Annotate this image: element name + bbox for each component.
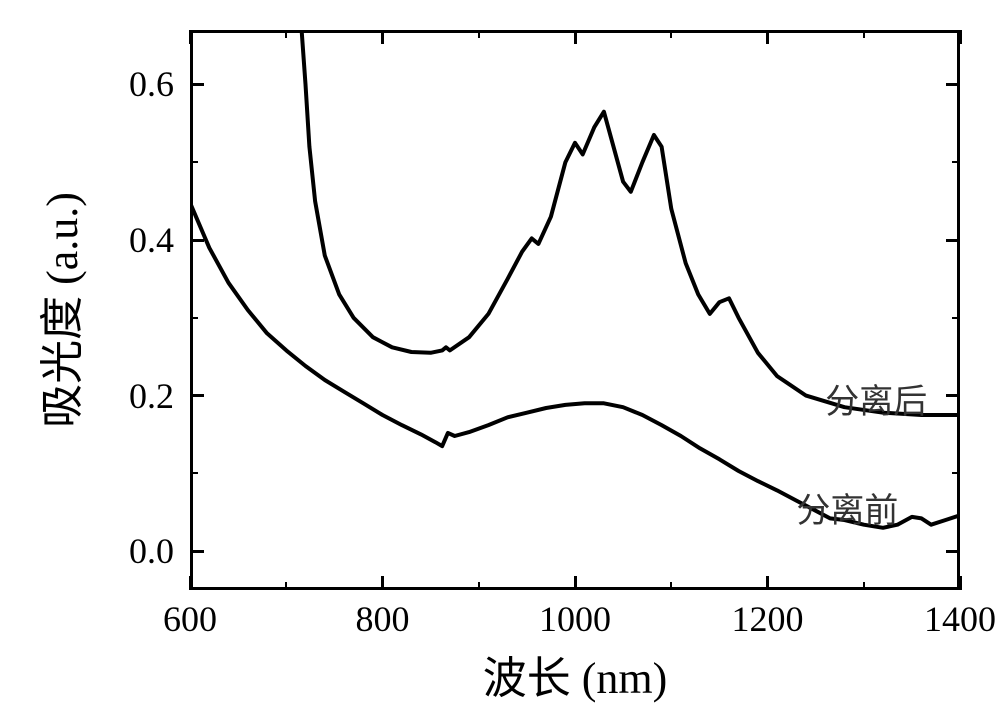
- y-tick: [946, 550, 960, 553]
- series-label-分离后: 分离后: [825, 374, 927, 423]
- x-tick: [670, 582, 672, 590]
- x-tick: [189, 576, 192, 590]
- x-tick: [381, 576, 384, 590]
- y-tick: [190, 550, 204, 553]
- y-tick-label: 0.0: [0, 530, 174, 572]
- x-tick: [766, 30, 769, 44]
- x-tick: [478, 30, 480, 38]
- x-tick: [670, 30, 672, 38]
- x-tick: [285, 582, 287, 590]
- x-tick: [478, 582, 480, 590]
- y-tick: [952, 161, 960, 163]
- y-tick: [190, 472, 198, 474]
- x-tick: [574, 30, 577, 44]
- y-tick: [190, 161, 198, 163]
- y-tick: [190, 317, 198, 319]
- x-tick: [381, 30, 384, 44]
- series-label-分离前: 分离前: [796, 483, 898, 532]
- y-tick-label: 0.6: [0, 63, 174, 105]
- x-tick: [285, 30, 287, 38]
- x-tick-label: 1000: [539, 598, 611, 640]
- x-tick-label: 1200: [732, 598, 804, 640]
- x-tick: [574, 576, 577, 590]
- x-tick: [863, 30, 865, 38]
- y-tick: [946, 394, 960, 397]
- y-tick: [190, 83, 204, 86]
- y-axis-title: 吸光度 (a.u.): [26, 192, 90, 428]
- series-分离后: [302, 30, 960, 415]
- x-tick: [863, 582, 865, 590]
- x-tick: [959, 30, 962, 44]
- x-tick: [189, 30, 192, 44]
- x-tick: [766, 576, 769, 590]
- y-tick: [190, 394, 204, 397]
- y-tick: [946, 83, 960, 86]
- y-tick: [952, 317, 960, 319]
- x-tick: [959, 576, 962, 590]
- y-tick: [946, 239, 960, 242]
- x-tick-label: 800: [356, 598, 410, 640]
- x-tick-label: 1400: [924, 598, 996, 640]
- x-axis-title: 波长 (nm): [483, 642, 668, 706]
- y-tick: [190, 239, 204, 242]
- series-分离前: [190, 203, 960, 528]
- y-tick: [952, 472, 960, 474]
